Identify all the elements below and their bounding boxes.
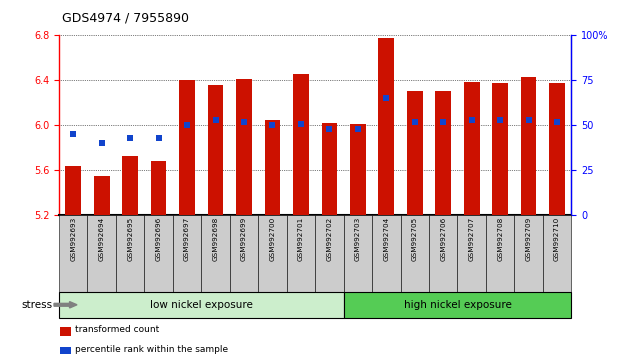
Point — [268, 122, 278, 128]
Text: GSM992695: GSM992695 — [127, 217, 133, 261]
Text: GSM992709: GSM992709 — [525, 217, 532, 261]
Point — [324, 126, 334, 132]
Text: GSM992705: GSM992705 — [412, 217, 418, 261]
Text: GSM992698: GSM992698 — [212, 217, 219, 261]
Text: GSM992710: GSM992710 — [554, 217, 560, 261]
Point — [467, 117, 477, 123]
Bar — [207, 85, 224, 215]
Point — [438, 119, 448, 125]
Text: percentile rank within the sample: percentile rank within the sample — [75, 344, 228, 354]
Text: GSM992694: GSM992694 — [99, 217, 105, 261]
Bar — [350, 124, 366, 215]
Text: high nickel exposure: high nickel exposure — [404, 300, 512, 310]
Point — [495, 117, 505, 123]
Bar — [435, 91, 451, 215]
Text: GSM992702: GSM992702 — [327, 217, 332, 261]
Bar — [492, 82, 508, 215]
Text: GSM992699: GSM992699 — [241, 217, 247, 261]
Point — [211, 117, 220, 123]
Bar — [521, 77, 537, 215]
Text: GSM992703: GSM992703 — [355, 217, 361, 261]
Point — [296, 121, 306, 126]
Bar — [293, 74, 309, 215]
Text: GSM992706: GSM992706 — [440, 217, 446, 261]
Bar — [151, 161, 166, 215]
Point — [524, 117, 533, 123]
Bar — [236, 79, 252, 215]
Bar — [65, 166, 81, 215]
Point — [353, 126, 363, 132]
Point — [182, 122, 192, 128]
Text: GSM992704: GSM992704 — [383, 217, 389, 261]
Text: GSM992696: GSM992696 — [156, 217, 161, 261]
Bar — [464, 81, 479, 215]
Text: GSM992707: GSM992707 — [469, 217, 474, 261]
Bar — [549, 82, 565, 215]
Bar — [179, 80, 195, 215]
Point — [68, 132, 78, 137]
Bar — [407, 91, 423, 215]
Bar — [122, 156, 138, 215]
Bar — [378, 38, 394, 215]
Text: low nickel exposure: low nickel exposure — [150, 300, 253, 310]
Bar — [265, 120, 280, 215]
Bar — [322, 123, 337, 215]
Point — [381, 96, 391, 101]
Text: GDS4974 / 7955890: GDS4974 / 7955890 — [62, 12, 189, 25]
Text: GSM992700: GSM992700 — [270, 217, 276, 261]
Text: stress: stress — [22, 300, 53, 310]
Text: GSM992708: GSM992708 — [497, 217, 503, 261]
Text: transformed count: transformed count — [75, 325, 159, 334]
Point — [239, 119, 249, 125]
Point — [410, 119, 420, 125]
Point — [97, 141, 107, 146]
Point — [552, 119, 562, 125]
Point — [153, 135, 163, 141]
Point — [125, 135, 135, 141]
Text: GSM992697: GSM992697 — [184, 217, 190, 261]
Text: GSM992693: GSM992693 — [70, 217, 76, 261]
Bar — [94, 176, 109, 215]
Text: GSM992701: GSM992701 — [298, 217, 304, 261]
